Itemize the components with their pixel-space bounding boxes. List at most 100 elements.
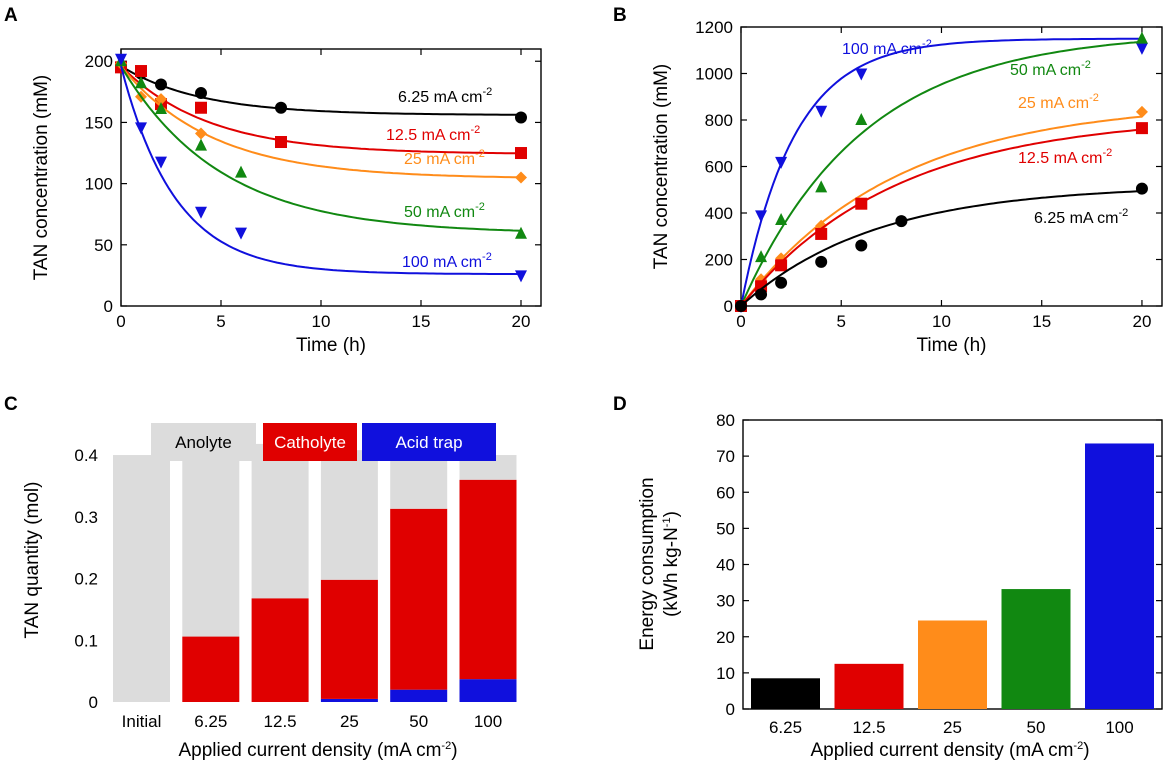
data-point-50 <box>775 212 788 225</box>
y-tick-label: 0 <box>726 700 735 719</box>
y-tick-label: 10 <box>716 664 735 683</box>
x-tick-label: 15 <box>412 312 431 331</box>
data-point-25 <box>155 93 167 106</box>
data-point-12.5 <box>1135 122 1148 135</box>
fit-line-100 <box>120 65 522 276</box>
data-point-50 <box>855 113 868 125</box>
x-tick-label: 5 <box>216 312 225 331</box>
data-point-6.25 <box>155 78 167 91</box>
data-point-50 <box>755 250 768 263</box>
x-tick-label: 50 <box>409 712 428 731</box>
y-tick-label: 70 <box>716 447 735 466</box>
legend-label-anolyte: Anolyte <box>175 433 232 452</box>
panel-letter-c: C <box>4 394 18 415</box>
data-point-50 <box>135 76 147 89</box>
y-axis-label-line1: Energy consumption <box>637 477 658 650</box>
bar-50 <box>1001 589 1071 709</box>
data-point-12.5 <box>135 65 147 78</box>
y-axis-label: TAN concentration (mM) <box>31 75 52 281</box>
bar-segment-anolyte <box>251 443 309 599</box>
x-tick-label: 25 <box>340 712 359 731</box>
x-tick-label: 20 <box>512 312 531 331</box>
y-tick-label: 1000 <box>695 65 733 84</box>
data-point-100 <box>815 105 828 118</box>
x-axis-label: Applied current density (mA cm-2) <box>810 740 1089 761</box>
fit-line-25 <box>740 115 1143 307</box>
bar-segment-catholyte <box>251 598 309 702</box>
data-point-12.5 <box>195 101 207 114</box>
series-label-6.25: 6.25 mA cm-2 <box>1034 207 1128 227</box>
series-label-100: 100 mA cm-2 <box>402 251 492 271</box>
bar-25 <box>918 620 987 709</box>
y-tick-label: 0.2 <box>74 570 98 589</box>
y-tick-label: 20 <box>716 628 735 647</box>
data-point-100 <box>115 53 127 66</box>
x-tick-label: 0 <box>736 312 745 331</box>
x-tick-label: 5 <box>837 312 846 331</box>
y-tick-label: 0 <box>724 297 733 316</box>
x-tick-label: 15 <box>1032 312 1051 331</box>
data-point-100 <box>235 227 247 240</box>
data-point-100 <box>775 156 788 169</box>
fit-line-6.25 <box>120 65 522 116</box>
data-point-12.5 <box>275 136 287 149</box>
y-tick-label: 1200 <box>695 18 733 37</box>
x-tick-label: 50 <box>1027 718 1046 737</box>
y-axis-label: TAN quantity (mol) <box>22 482 43 639</box>
data-point-100 <box>1135 42 1148 55</box>
series-label-25: 25 mA cm-2 <box>1018 92 1099 112</box>
panel-c-chart: 0 0.1 0.2 0.3 0.4 Initial 6.25 12.5 25 50 100 Anoly… <box>22 423 517 761</box>
data-point-12.5 <box>775 259 788 272</box>
fit-line-50 <box>120 65 522 232</box>
data-point-25 <box>1135 105 1148 118</box>
data-point-50 <box>195 138 207 151</box>
data-point-6.25 <box>895 215 908 228</box>
y-tick-label: 400 <box>705 204 733 223</box>
legend-label-acid-trap: Acid trap <box>395 433 462 452</box>
y-tick-label: 50 <box>94 236 113 255</box>
fit-line-100 <box>740 37 1142 307</box>
data-point-50 <box>155 101 167 114</box>
series-label-50: 50 mA cm-2 <box>1010 59 1091 79</box>
data-point-6.25 <box>775 276 788 289</box>
bar-segment-catholyte <box>320 579 378 699</box>
data-point-6.25 <box>275 101 287 114</box>
data-point-6.25 <box>515 111 527 124</box>
data-point-100 <box>515 270 527 283</box>
y-tick-label: 200 <box>705 251 733 270</box>
y-tick-label: 50 <box>716 519 735 538</box>
y-axis-label-line2: (kWh kg-N-1) <box>661 511 682 617</box>
series-label-50: 50 mA cm-2 <box>404 201 485 221</box>
y-tick-label: 0.3 <box>74 508 98 527</box>
data-point-100 <box>135 122 147 135</box>
panel-letter-d: D <box>613 394 627 415</box>
data-point-6.25 <box>755 288 768 301</box>
fit-line-12.5 <box>120 65 522 155</box>
x-tick-label: 10 <box>312 312 331 331</box>
x-tick-label: 6.25 <box>194 712 227 731</box>
data-point-6.25 <box>195 87 207 100</box>
data-point-100 <box>855 68 868 81</box>
bar-segment-catholyte <box>182 636 240 702</box>
x-tick-label: 10 <box>932 312 951 331</box>
panel-letter-a: A <box>4 5 18 26</box>
data-point-6.25 <box>735 300 747 312</box>
y-tick-label: 40 <box>716 556 735 575</box>
data-point-6.25 <box>815 255 828 268</box>
fit-line-50 <box>740 40 1143 307</box>
bar-segment-acid-trap <box>320 698 378 702</box>
data-point-12.5 <box>515 147 527 160</box>
data-point-6.25 <box>855 239 868 252</box>
x-axis-label: Time (h) <box>916 335 986 356</box>
y-tick-label: 150 <box>85 113 113 132</box>
x-tick-label: 12.5 <box>852 718 885 737</box>
legend-swatch-anolyte <box>151 423 256 461</box>
series-label-6.25: 6.25 mA cm-2 <box>398 86 492 106</box>
y-tick-label: 200 <box>85 52 113 71</box>
bar-6.25 <box>751 678 820 709</box>
y-tick-label: 800 <box>705 111 733 130</box>
bar-segment-anolyte <box>182 448 240 637</box>
